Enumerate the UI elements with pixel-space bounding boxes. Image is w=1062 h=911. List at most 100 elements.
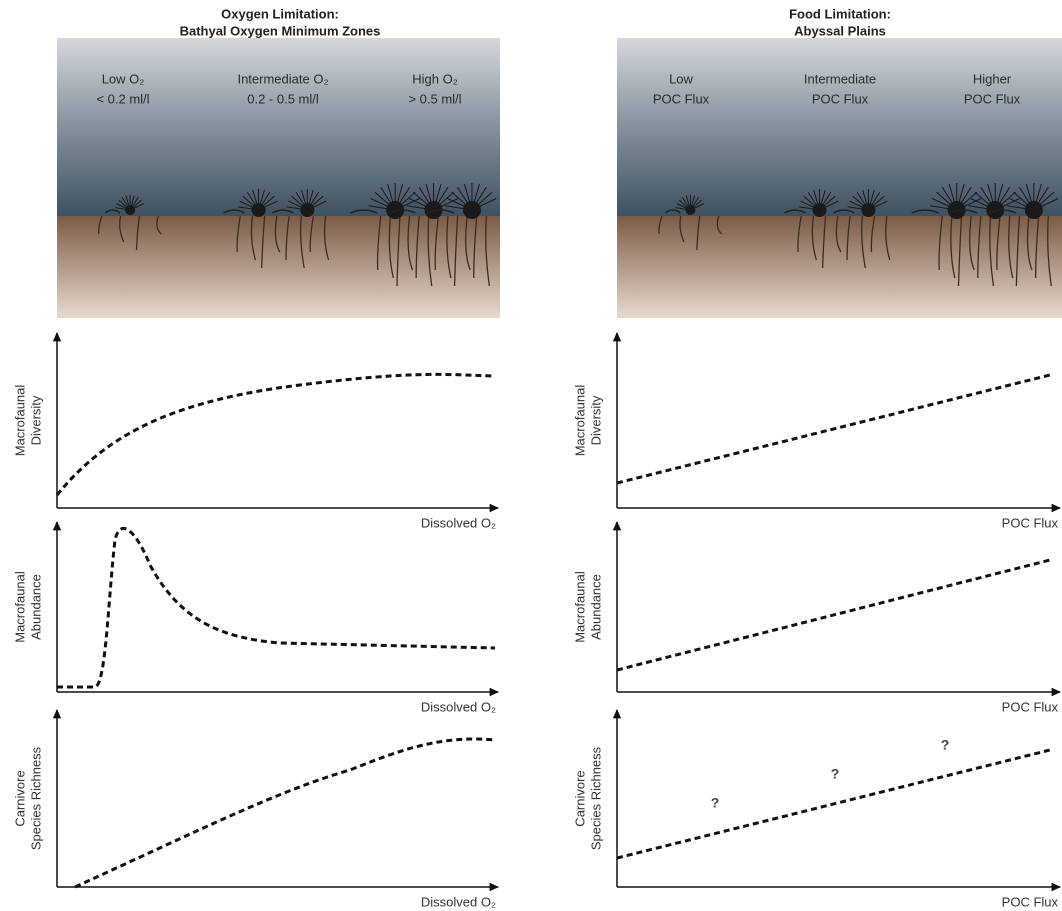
burrow	[396, 215, 401, 287]
x-axis-label: POC Flux	[1002, 894, 1059, 909]
spine	[288, 200, 308, 211]
worm	[426, 209, 455, 214]
spine	[987, 183, 996, 211]
worm	[223, 209, 245, 214]
spine	[295, 192, 308, 211]
burrow	[274, 215, 281, 253]
spine	[286, 206, 308, 211]
burrow	[1034, 215, 1040, 279]
spine	[690, 197, 699, 211]
sediment	[617, 216, 1062, 318]
worm	[911, 209, 939, 214]
zone-label: Intermediate O₂	[237, 71, 328, 86]
spine	[418, 186, 434, 211]
panel-title: Abyssal Plains	[794, 23, 886, 38]
zone-label: 0.2 - 0.5 ml/l	[247, 91, 319, 106]
spine	[856, 192, 869, 211]
trend-curve	[57, 527, 496, 689]
zone-label: Higher	[973, 71, 1012, 86]
spine	[941, 186, 958, 211]
spine	[970, 198, 996, 211]
burrow	[407, 215, 414, 271]
spine	[868, 192, 881, 211]
spine	[685, 195, 691, 211]
spine	[994, 186, 1011, 211]
spine	[394, 183, 404, 211]
spine	[242, 195, 259, 211]
x-axis-label: Dissolved O₂	[421, 894, 496, 909]
zone-label: Low O₂	[102, 71, 145, 86]
burrow	[299, 215, 305, 269]
spine	[471, 186, 487, 211]
zone-label: POC Flux	[653, 91, 710, 106]
spine	[306, 192, 319, 211]
spine	[258, 195, 275, 211]
y-axis-label: Carnivore	[12, 770, 27, 826]
spine	[936, 191, 958, 211]
burrow	[453, 215, 459, 287]
spine	[118, 199, 131, 211]
spine	[1009, 198, 1035, 211]
spine	[867, 189, 875, 211]
worm	[833, 209, 855, 214]
spine	[258, 189, 265, 211]
y-axis-label: Macrofaunal	[572, 385, 587, 457]
water	[617, 38, 1062, 216]
zone-label: POC Flux	[812, 91, 869, 106]
spine	[932, 198, 957, 211]
worm	[664, 209, 681, 214]
spine	[447, 198, 473, 211]
burrow	[696, 215, 701, 251]
panel-title: Food Limitation:	[789, 6, 891, 21]
spine	[394, 191, 416, 211]
burrow	[236, 215, 241, 253]
question-mark: ?	[941, 737, 950, 753]
spine	[819, 192, 832, 211]
spine	[300, 189, 308, 211]
spine	[457, 186, 473, 211]
burrow	[797, 215, 802, 253]
spine	[690, 199, 703, 211]
spine	[471, 198, 497, 211]
spine	[980, 186, 996, 211]
sediment	[57, 216, 500, 318]
spine	[471, 183, 480, 211]
spine	[852, 195, 869, 211]
spine	[819, 195, 836, 211]
worm	[949, 209, 978, 214]
spine	[1007, 205, 1034, 211]
spine	[433, 191, 455, 211]
burrow	[250, 215, 257, 261]
spine	[129, 199, 142, 211]
spine	[956, 198, 982, 211]
spine	[307, 200, 327, 211]
spine	[1025, 183, 1035, 211]
burrow	[811, 215, 817, 261]
burrow	[989, 215, 995, 287]
x-axis-label: Dissolved O₂	[421, 699, 496, 714]
burrow	[938, 215, 943, 271]
spine	[1033, 191, 1055, 211]
spine	[252, 189, 260, 211]
spine	[1033, 183, 1042, 211]
zone-label: High O₂	[412, 71, 458, 86]
burrow	[679, 215, 685, 243]
y-axis-label: Macrofaunal	[12, 385, 27, 457]
spine	[374, 191, 396, 211]
spine	[406, 205, 434, 211]
burrow	[309, 215, 315, 253]
spine	[868, 195, 885, 211]
spine	[412, 191, 434, 211]
x-axis-label: POC Flux	[1002, 699, 1059, 714]
zone-label: POC Flux	[964, 91, 1021, 106]
trend-curve	[55, 372, 496, 496]
burrow	[261, 215, 266, 269]
spine	[387, 183, 396, 211]
burrow	[821, 215, 827, 269]
spine	[258, 192, 271, 211]
spine	[995, 198, 1020, 211]
spine	[129, 203, 144, 211]
spine	[380, 186, 396, 211]
y-axis-label: Diversity	[28, 395, 43, 445]
spine	[862, 189, 869, 211]
